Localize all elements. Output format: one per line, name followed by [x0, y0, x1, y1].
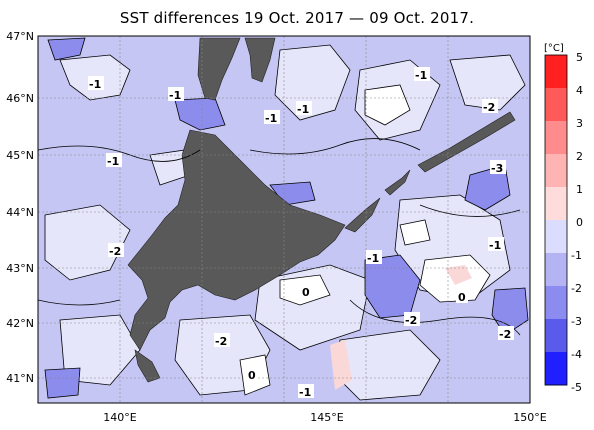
colorbar-tick: 0 — [576, 216, 583, 229]
contour-line — [249, 138, 421, 155]
colorbar-block — [545, 286, 567, 320]
lon-label: 140°E — [103, 411, 136, 424]
contour-label: -2 — [483, 101, 495, 114]
lon-label: 150°E — [513, 411, 546, 424]
colorbar-tick: 4 — [576, 84, 583, 97]
contour-label: -2 — [499, 328, 511, 341]
kuril-island — [417, 111, 516, 173]
lat-label: 46°N — [6, 92, 34, 105]
contour-label: -1 — [367, 252, 379, 265]
colorbar-tick: 2 — [576, 150, 583, 163]
contour-line — [38, 299, 121, 306]
dark-region — [47, 37, 86, 61]
positive-region — [330, 340, 352, 390]
contour-label: -1 — [107, 155, 119, 168]
lat-label: 42°N — [6, 317, 34, 330]
contour-label: -1 — [169, 89, 181, 102]
contour-label: -2 — [109, 245, 121, 258]
contour-lines — [38, 138, 521, 336]
contour-line — [38, 145, 201, 162]
lat-label: 45°N — [6, 149, 34, 162]
colorbar-unit: [°C] — [544, 43, 564, 54]
colorbar: [°C] 5 4 3 2 1 0 -1 -2 -3 -4 -5 — [544, 43, 583, 394]
lat-label: 44°N — [6, 206, 34, 219]
lat-label: 47°N — [6, 30, 34, 43]
colorbar-blocks — [545, 55, 567, 386]
contour-label: 0 — [302, 286, 310, 299]
colorbar-block — [545, 319, 567, 353]
light-region — [44, 204, 131, 281]
lat-axis: 47°N 46°N 45°N 44°N 43°N 42°N 41°N — [6, 30, 34, 385]
colorbar-block — [545, 187, 567, 221]
contour-label: 0 — [458, 291, 466, 304]
colorbar-tick: -5 — [571, 381, 582, 394]
contour-label: -1 — [265, 112, 277, 125]
kuril-island — [344, 197, 381, 233]
contour-label: 0 — [248, 369, 256, 382]
lon-axis: 140°E 145°E 150°E — [103, 411, 546, 424]
sakhalin-west — [197, 37, 241, 101]
colorbar-block — [545, 220, 567, 254]
colorbar-tick: 5 — [576, 51, 583, 64]
colorbar-tick: -2 — [571, 282, 582, 295]
colorbar-tick: 3 — [576, 117, 583, 130]
light-region — [449, 54, 526, 111]
sakhalin-east — [244, 37, 276, 83]
lat-label: 41°N — [6, 372, 34, 385]
positive-region — [445, 265, 472, 285]
contour-labels: -1 -1 -1 -1 -1 -2 -1 -3 -2 -1 -1 0 0 -2 … — [88, 67, 514, 399]
contour-label: -3 — [491, 162, 503, 175]
colorbar-tick: -3 — [571, 315, 582, 328]
map-title: SST differences 19 Oct. 2017 — 09 Oct. 2… — [119, 9, 475, 27]
colorbar-block — [545, 154, 567, 188]
hokkaido — [127, 129, 346, 351]
zero-region — [399, 219, 431, 246]
colorbar-block — [545, 121, 567, 155]
lat-label: 43°N — [6, 262, 34, 275]
colorbar-block — [545, 88, 567, 122]
contour-label: -1 — [415, 69, 427, 82]
colorbar-block — [545, 55, 567, 89]
dark-region — [44, 367, 81, 399]
lon-label: 145°E — [310, 411, 343, 424]
contour-line — [349, 299, 521, 336]
contour-label: -2 — [215, 335, 227, 348]
colorbar-ticks: 5 4 3 2 1 0 -1 -2 -3 -4 -5 — [571, 51, 583, 394]
colorbar-tick: -1 — [571, 249, 582, 262]
contour-label: -1 — [297, 103, 309, 116]
colorbar-block — [545, 253, 567, 287]
colorbar-tick: 1 — [576, 183, 583, 196]
contour-line — [419, 204, 521, 217]
colorbar-tick: -4 — [571, 348, 582, 361]
contour-label: -1 — [299, 386, 311, 399]
contour-label: -1 — [489, 239, 501, 252]
contour-label: -2 — [405, 314, 417, 327]
light-region — [274, 44, 351, 121]
honshu-tip — [134, 349, 161, 383]
grid — [38, 36, 530, 403]
anomaly-positive-regions — [330, 265, 472, 390]
zero-region — [364, 84, 411, 126]
contour-label: -1 — [89, 78, 101, 91]
kuril-island — [384, 169, 411, 196]
map-frame — [37, 35, 531, 404]
colorbar-block — [545, 352, 567, 386]
land — [127, 37, 516, 383]
